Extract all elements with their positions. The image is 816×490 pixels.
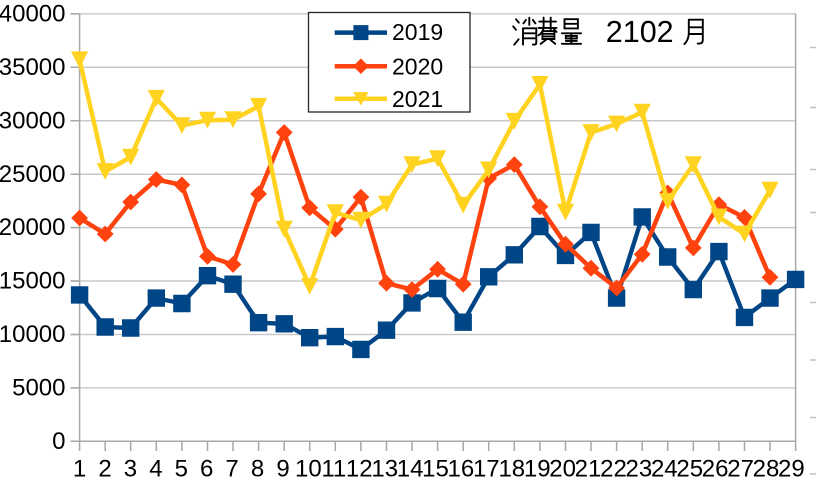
svg-text:26: 26: [702, 455, 729, 482]
svg-text:9: 9: [276, 455, 289, 482]
svg-text:15000: 15000: [0, 268, 66, 295]
svg-text:35000: 35000: [0, 54, 66, 81]
svg-text:24: 24: [651, 455, 678, 482]
svg-text:29: 29: [778, 455, 805, 482]
svg-text:25: 25: [676, 455, 703, 482]
svg-text:11: 11: [321, 455, 346, 482]
svg-text:2021: 2021: [392, 86, 443, 112]
svg-text:18: 18: [498, 455, 525, 482]
svg-text:2020: 2020: [392, 54, 443, 80]
svg-text:1: 1: [73, 455, 86, 482]
svg-text:2019: 2019: [392, 19, 443, 45]
svg-text:20000: 20000: [0, 214, 66, 241]
svg-text:3: 3: [124, 455, 137, 482]
svg-text:5: 5: [175, 455, 188, 482]
svg-text:6: 6: [200, 455, 213, 482]
svg-text:7: 7: [225, 455, 238, 482]
svg-text:15: 15: [422, 455, 449, 482]
svg-text:0: 0: [52, 428, 65, 455]
svg-text:13: 13: [371, 455, 398, 482]
svg-text:19: 19: [524, 455, 551, 482]
svg-text:25000: 25000: [0, 161, 66, 188]
svg-text:10: 10: [295, 455, 322, 482]
svg-text:2102: 2102: [606, 15, 674, 49]
svg-text:8: 8: [251, 455, 264, 482]
svg-text:2: 2: [98, 455, 111, 482]
svg-text:22: 22: [600, 455, 627, 482]
svg-text:16: 16: [448, 455, 475, 482]
svg-text:14: 14: [397, 455, 424, 482]
svg-text:10000: 10000: [0, 321, 66, 348]
svg-text:23: 23: [626, 455, 653, 482]
svg-text:28: 28: [753, 455, 780, 482]
svg-text:20: 20: [549, 455, 576, 482]
svg-text:27: 27: [727, 455, 754, 482]
svg-text:5000: 5000: [12, 375, 65, 402]
svg-text:12: 12: [346, 455, 373, 482]
svg-text:40000: 40000: [0, 1, 66, 28]
svg-text:4: 4: [149, 455, 162, 482]
svg-text:21: 21: [575, 455, 602, 482]
svg-text:30000: 30000: [0, 107, 66, 134]
svg-text:17: 17: [473, 455, 500, 482]
